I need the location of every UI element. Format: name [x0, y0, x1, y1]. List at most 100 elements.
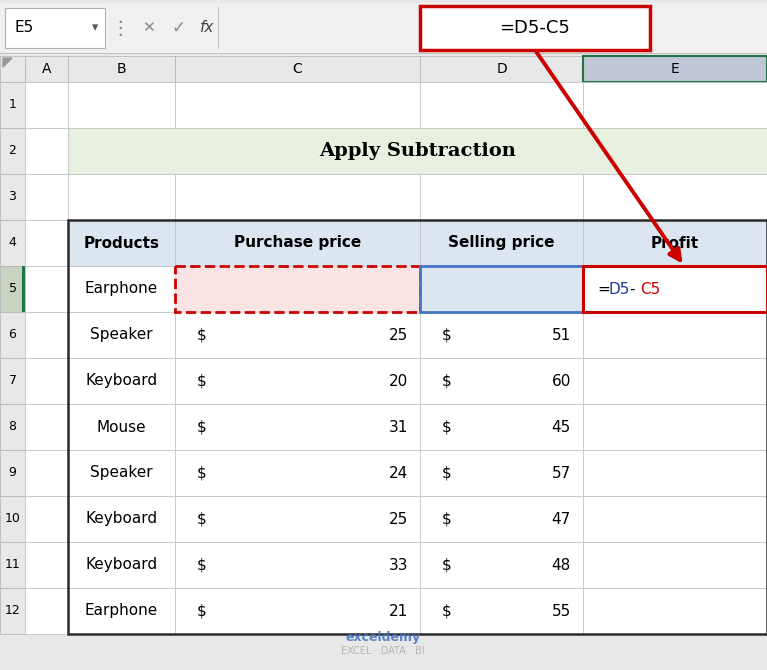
Bar — [175, 56, 420, 82]
Bar — [68, 56, 175, 82]
Text: A: A — [41, 62, 51, 76]
Bar — [68, 128, 175, 174]
Bar — [175, 220, 420, 266]
Text: $: $ — [197, 281, 207, 297]
Text: C5: C5 — [640, 281, 660, 297]
Bar — [175, 82, 420, 128]
Bar — [0, 542, 25, 588]
Text: ▾: ▾ — [92, 21, 98, 34]
Text: fx: fx — [200, 21, 214, 36]
Text: 3: 3 — [8, 190, 16, 204]
Text: D5: D5 — [609, 281, 630, 297]
Bar — [420, 128, 583, 174]
Text: 60: 60 — [551, 373, 571, 389]
Text: $: $ — [197, 328, 207, 342]
Bar — [583, 404, 767, 450]
Text: 51: 51 — [551, 328, 571, 342]
Bar — [0, 82, 25, 128]
Bar — [420, 266, 583, 312]
Bar — [0, 450, 25, 496]
Bar — [175, 128, 420, 174]
Bar — [68, 450, 175, 496]
Text: $: $ — [442, 419, 452, 435]
Text: 47: 47 — [551, 511, 571, 527]
Bar — [583, 128, 767, 174]
Text: $: $ — [442, 604, 452, 618]
FancyBboxPatch shape — [5, 8, 105, 48]
Text: 39: 39 — [389, 281, 408, 297]
Text: 5: 5 — [8, 283, 17, 295]
Bar — [68, 220, 175, 266]
Bar — [68, 588, 175, 634]
Bar — [25, 450, 68, 496]
Bar — [420, 220, 583, 266]
Text: 11: 11 — [5, 559, 21, 572]
Bar — [25, 128, 68, 174]
Bar — [583, 358, 767, 404]
Text: Purchase price: Purchase price — [234, 235, 361, 251]
Text: ⋮: ⋮ — [110, 19, 130, 38]
Bar — [25, 358, 68, 404]
Text: =: = — [597, 281, 610, 297]
Bar — [0, 404, 25, 450]
Bar — [25, 56, 68, 82]
Bar — [420, 312, 583, 358]
Text: Selling price: Selling price — [448, 235, 555, 251]
Bar — [25, 312, 68, 358]
Bar — [175, 542, 420, 588]
Bar — [583, 266, 767, 312]
Text: -: - — [629, 281, 634, 297]
Bar — [22, 266, 25, 312]
Text: 6: 6 — [8, 328, 16, 342]
Text: 10: 10 — [5, 513, 21, 525]
Bar — [68, 496, 175, 542]
Text: 1: 1 — [8, 98, 16, 111]
Bar — [68, 404, 175, 450]
Bar — [0, 53, 767, 54]
Text: 20: 20 — [389, 373, 408, 389]
Text: Keyboard: Keyboard — [85, 373, 157, 389]
Text: Earphone: Earphone — [85, 281, 158, 297]
Text: 8: 8 — [8, 421, 17, 433]
Bar — [583, 220, 767, 266]
Bar — [583, 312, 767, 358]
Bar — [175, 220, 420, 266]
Bar — [25, 404, 68, 450]
Bar — [420, 220, 583, 266]
Bar — [68, 358, 175, 404]
Bar — [68, 542, 175, 588]
Bar — [175, 312, 420, 358]
Bar — [420, 450, 583, 496]
Text: $: $ — [442, 373, 452, 389]
Text: 2: 2 — [8, 145, 16, 157]
Bar — [583, 588, 767, 634]
Text: =D5-C5: =D5-C5 — [499, 19, 571, 37]
Bar — [583, 174, 767, 220]
Bar — [0, 3, 767, 53]
Text: 24: 24 — [389, 466, 408, 480]
Text: 56: 56 — [551, 281, 571, 297]
Bar — [175, 588, 420, 634]
Text: 25: 25 — [389, 328, 408, 342]
Text: 45: 45 — [551, 419, 571, 435]
Bar — [175, 174, 420, 220]
Text: 33: 33 — [389, 557, 408, 572]
Bar — [420, 404, 583, 450]
Bar — [218, 7, 219, 49]
Bar — [583, 82, 767, 128]
Bar — [175, 358, 420, 404]
Bar — [25, 496, 68, 542]
Text: C: C — [293, 62, 302, 76]
Bar — [175, 266, 420, 312]
Text: EXCEL · DATA · BI: EXCEL · DATA · BI — [341, 646, 425, 656]
Bar — [420, 56, 583, 82]
Bar — [583, 56, 767, 82]
Bar — [25, 542, 68, 588]
Bar — [583, 266, 767, 312]
Text: $: $ — [442, 328, 452, 342]
Bar — [583, 496, 767, 542]
Bar — [25, 588, 68, 634]
Text: 12: 12 — [5, 604, 21, 618]
Bar — [0, 128, 25, 174]
FancyBboxPatch shape — [420, 6, 650, 50]
